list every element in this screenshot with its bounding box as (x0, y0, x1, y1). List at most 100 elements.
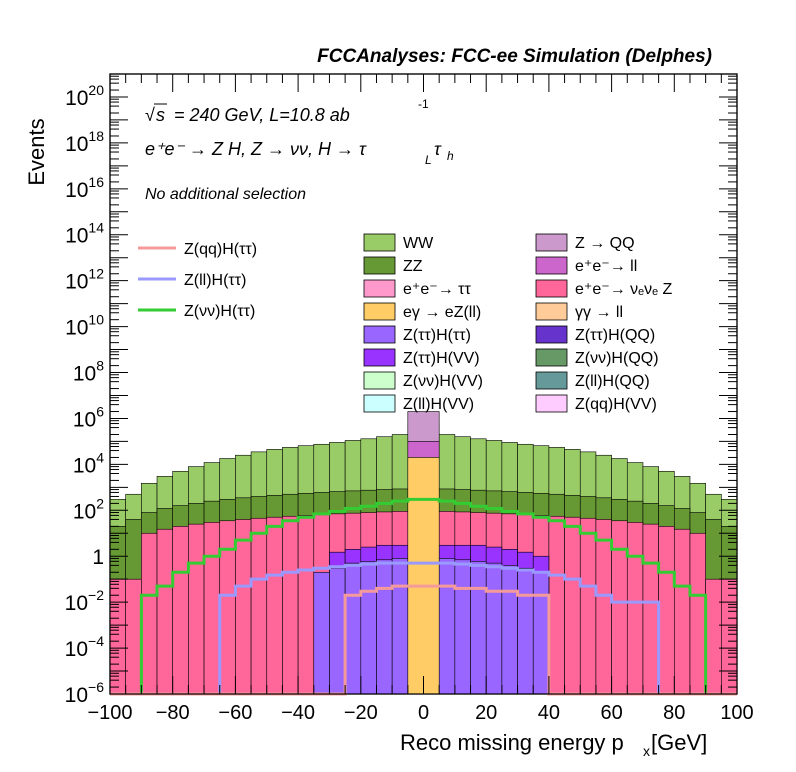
bar-z-h (470, 561, 487, 695)
bar-e-e-z (611, 520, 628, 695)
y-tick-label: 102 (73, 495, 104, 523)
x-tick-label: 0 (418, 702, 429, 724)
x-tick-label: −100 (87, 702, 132, 724)
process-sub-l: L (425, 153, 432, 167)
bar-z-h (532, 571, 550, 695)
legend-bkg-label: Z(ττ)H(VV) (403, 350, 480, 367)
y-tick-label: 1020 (65, 82, 104, 110)
signal-z-ll-h (110, 561, 737, 696)
legend-bkg-swatch (363, 348, 396, 367)
y-tick-label: 1014 (65, 220, 104, 248)
y-tick-base: 10 (65, 684, 88, 707)
legend-bkg-label: Z(νν)H(VV) (403, 373, 483, 390)
legend-backgrounds: WW Z → QQ ZZ e⁺e⁻→ ll e⁺e⁻→ ττ e⁺e⁻→ νₑνₑ Z eγ… (363, 233, 672, 413)
y-tick-label: 1016 (65, 174, 104, 202)
bar-z-h (360, 561, 377, 695)
legend-bkg-swatch (363, 256, 396, 275)
bar-z-h (517, 567, 534, 695)
legend-bkg-swatch (363, 302, 396, 321)
y-tick-exponent: 6 (96, 403, 104, 419)
legend-bkg-swatch (535, 233, 568, 252)
legend-bkg-swatch (363, 279, 396, 298)
legend-bkg-swatch (535, 394, 568, 413)
y-tick-exponent: 10 (88, 312, 104, 328)
y-tick-base: 10 (65, 592, 88, 615)
legend-bkg-swatch (535, 325, 568, 344)
legend-signal-label: Z(qq)H(ττ) (184, 241, 257, 258)
legend-bkg-swatch (363, 325, 396, 344)
x-tick-label: 40 (538, 702, 560, 724)
x-tick-label: −40 (281, 702, 315, 724)
bar-e-e-z (141, 532, 158, 695)
legend-bkg-label: e⁺e⁻→ ll (575, 258, 637, 275)
svg-text:√: √ (145, 105, 155, 125)
signal-z-h (110, 497, 737, 696)
bar-z-h (391, 558, 409, 695)
bar-e-e-z (156, 528, 173, 695)
annotation-process: e⁺e⁻ → Z H, Z → νν, H → τ L τ h (145, 139, 454, 167)
y-tick-label: 1010 (65, 312, 104, 340)
central-bar-e-ez-ll (407, 457, 440, 695)
bar-z-h (344, 562, 362, 695)
legend-bkg-swatch (363, 394, 396, 413)
y-tick-label: 10−6 (65, 679, 105, 707)
y-tick-exponent: 20 (88, 82, 104, 98)
y-tick-label: 108 (73, 358, 104, 386)
x-axis-title-main: Reco missing energy p (400, 730, 624, 755)
y-tick-base: 10 (65, 225, 88, 248)
bar-e-e-z (125, 578, 142, 695)
bar-e-e-z (188, 523, 205, 695)
x-tick-label: −80 (156, 702, 190, 724)
y-tick-base: 10 (73, 363, 96, 386)
bar-e-e-z (564, 516, 581, 695)
legend-bkg-label: WW (403, 235, 434, 252)
x-axis-title: Reco missing energy p x [GeV] (400, 730, 707, 759)
legend-bkg-label: eγ → eZ(ll) (403, 304, 481, 321)
x-tick-label: 20 (475, 702, 497, 724)
y-tick-base: 10 (73, 454, 96, 477)
y-tick-base: 10 (65, 271, 88, 294)
bar-e-e-z (705, 578, 722, 695)
bar-z-h (438, 558, 456, 695)
legend-bkg-swatch (535, 279, 568, 298)
y-axis-title: Events (24, 118, 49, 185)
figure-header: FCCAnalyses: FCC-ee Simulation (Delphes) (317, 46, 712, 67)
bar-e-e-z (626, 522, 644, 695)
bar-e-e-z (219, 520, 236, 695)
y-tick-label: 1018 (65, 128, 104, 156)
process-tau: τ (434, 139, 442, 159)
bar-e-e-z (282, 515, 299, 695)
bar-z-h (454, 559, 471, 695)
x-tick-label: −20 (344, 702, 378, 724)
legend-bkg-label: Z(ττ)H(ττ) (403, 327, 471, 344)
y-tick-exponent: 14 (88, 220, 104, 236)
bar-e-e-z (658, 526, 675, 695)
legend-bkg-label: Z(ll)H(QQ) (575, 373, 650, 390)
y-tick-exponent: 18 (88, 128, 104, 144)
annotation-energy: √ s = 240 GeV, L=10.8 ab -1 (145, 97, 429, 125)
bar-z-h (329, 567, 346, 695)
bar-e-e-z (673, 528, 691, 695)
y-tick-label: 1012 (65, 266, 104, 294)
bar-z-h (313, 571, 330, 695)
legend-bkg-label: γγ → ll (575, 304, 623, 321)
energy-exponent: -1 (418, 97, 429, 111)
legend-bkg-swatch (363, 233, 396, 252)
bar-e-e-z (721, 578, 738, 695)
y-tick-exponent: −6 (88, 679, 104, 695)
x-tick-label: 80 (663, 702, 685, 724)
x-tick-label: −60 (218, 702, 252, 724)
bar-e-e-z (203, 522, 221, 695)
y-tick-label: 106 (73, 403, 104, 431)
bar-e-e-z (595, 519, 612, 695)
y-tick-base: 10 (73, 500, 96, 523)
y-tick-exponent: −4 (88, 633, 104, 649)
legend-bkg-label: Z(ll)H(VV) (403, 396, 474, 413)
bar-e-e-z (109, 578, 126, 695)
bar-e-e-z (235, 519, 252, 695)
x-axis-title-sub: x (643, 743, 650, 759)
process-sub-h: h (447, 149, 454, 163)
y-tick-base: 10 (65, 638, 88, 661)
legend-bkg-label: Z → QQ (575, 235, 635, 252)
